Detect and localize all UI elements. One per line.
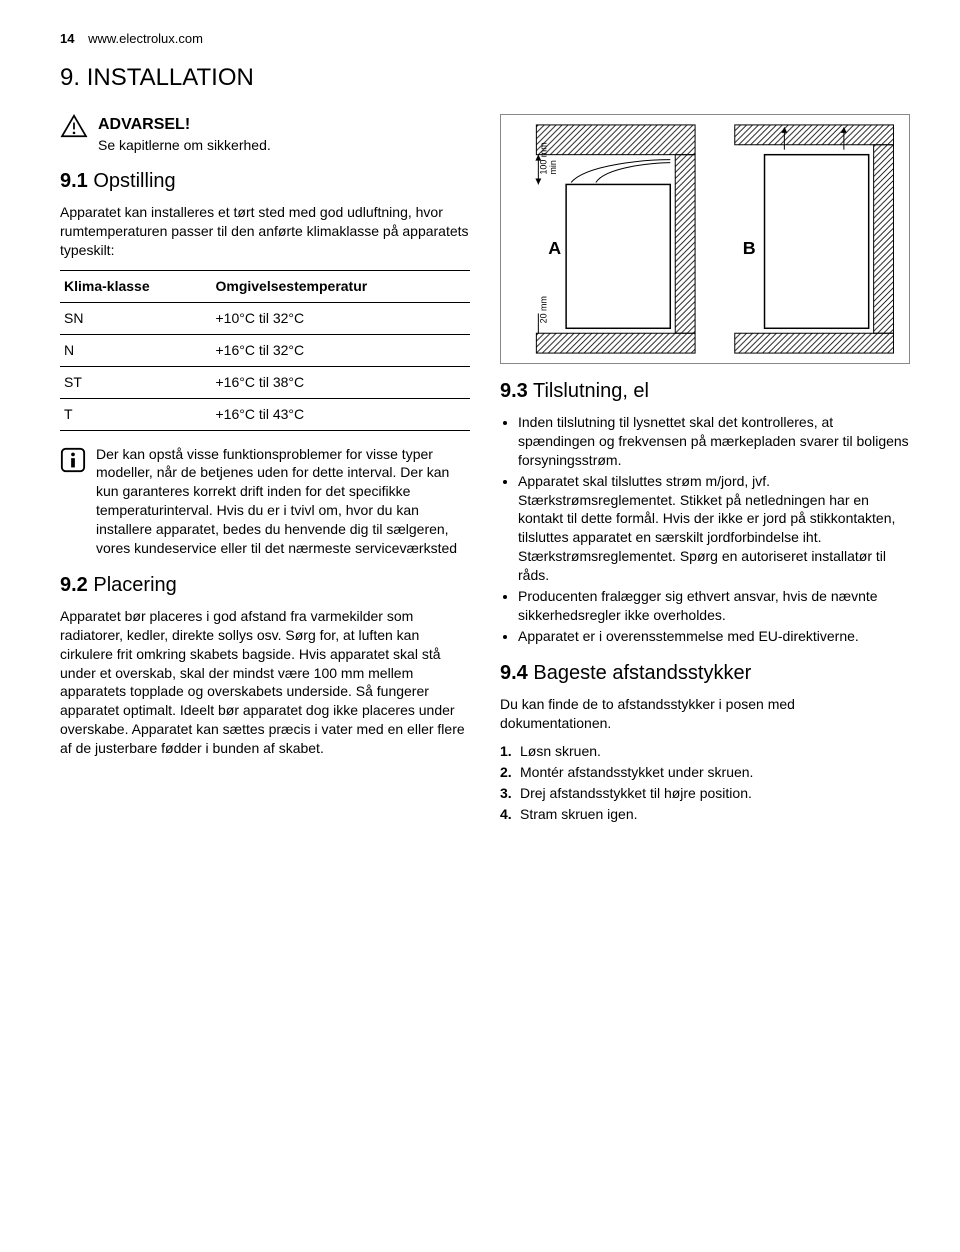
subsection-number: 9.1 (60, 170, 88, 192)
list-item: 3.Drej afstandsstykket til højre positio… (500, 784, 910, 803)
table-cell: SN (60, 302, 211, 334)
list-item: 1.Løsn skruen. (500, 742, 910, 761)
page-header: 14 www.electrolux.com (60, 30, 910, 48)
table-row: ST +16°C til 38°C (60, 366, 470, 398)
diagram-label-b: B (743, 238, 756, 258)
section-title: 9. INSTALLATION (60, 62, 910, 94)
right-column: 100 mm min A 20 mm B (500, 114, 910, 834)
step-text: Drej afstandsstykket til højre position. (520, 785, 752, 801)
page-number: 14 (60, 31, 74, 46)
step-text: Løsn skruen. (520, 743, 601, 759)
left-column: ADVARSEL! Se kapitlerne om sikkerhed. 9.… (60, 114, 470, 834)
s92-paragraph: Apparatet bør placeres i god afstand fra… (60, 607, 470, 758)
table-cell: ST (60, 366, 211, 398)
warning-label: ADVARSEL! (98, 114, 271, 136)
table-cell: +16°C til 43°C (211, 398, 470, 430)
subsection-title: Tilslutning, el (533, 380, 649, 402)
warning-text: Se kapitlerne om sikkerhed. (98, 136, 271, 155)
table-row: N +16°C til 32°C (60, 334, 470, 366)
s94-steps: 1.Løsn skruen. 2.Montér afstandsstykket … (500, 742, 910, 824)
table-cell: +10°C til 32°C (211, 302, 470, 334)
s91-paragraph: Apparatet kan installeres et tørt sted m… (60, 203, 470, 260)
subsection-number: 9.3 (500, 380, 528, 402)
list-item: 2.Montér afstandsstykket under skruen. (500, 763, 910, 782)
subsection-title: Placering (93, 574, 176, 596)
subsection-number: 9.2 (60, 574, 88, 596)
info-text: Der kan opstå visse funktionsproblemer f… (96, 445, 470, 558)
installation-diagram: 100 mm min A 20 mm B (500, 114, 910, 364)
table-header-1: Klima-klasse (60, 271, 211, 303)
table-header-2: Omgivelsestemperatur (211, 271, 470, 303)
section-text: INSTALLATION (87, 64, 254, 91)
subsection-title: Opstilling (93, 170, 175, 192)
section-number: 9. (60, 64, 80, 91)
list-item: Apparatet skal tilsluttes strøm m/jord, … (518, 472, 910, 585)
table-row: SN +10°C til 32°C (60, 302, 470, 334)
table-cell: N (60, 334, 211, 366)
info-icon (60, 447, 86, 473)
climate-table: Klima-klasse Omgivelsestemperatur SN +10… (60, 270, 470, 430)
step-text: Stram skruen igen. (520, 806, 638, 822)
list-item: Producenten fralægger sig ethvert ansvar… (518, 587, 910, 625)
diagram-label-min: min (548, 160, 558, 174)
table-cell: +16°C til 38°C (211, 366, 470, 398)
diagram-label-bottom: 20 mm (538, 296, 548, 323)
table-cell: T (60, 398, 211, 430)
warning-box: ADVARSEL! Se kapitlerne om sikkerhed. (60, 114, 470, 154)
s94-paragraph: Du kan finde de to afstandsstykker i pos… (500, 695, 910, 733)
warning-text-block: ADVARSEL! Se kapitlerne om sikkerhed. (98, 114, 271, 154)
table-row: T +16°C til 43°C (60, 398, 470, 430)
subsection-number: 9.4 (500, 662, 528, 684)
header-url: www.electrolux.com (88, 31, 203, 46)
step-text: Montér afstandsstykket under skruen. (520, 764, 753, 780)
info-box: Der kan opstå visse funktionsproblemer f… (60, 445, 470, 558)
list-item: Inden tilslutning til lysnettet skal det… (518, 413, 910, 470)
table-cell: +16°C til 32°C (211, 334, 470, 366)
list-item: Apparatet er i overensstemmelse med EU-d… (518, 627, 910, 646)
warning-icon (60, 114, 88, 138)
list-item: 4.Stram skruen igen. (500, 805, 910, 824)
subsection-title: Bageste afstandsstykker (533, 662, 751, 684)
s93-list: Inden tilslutning til lysnettet skal det… (500, 413, 910, 646)
diagram-label-a: A (548, 238, 561, 258)
subsection-9-2: 9.2 Placering (60, 572, 470, 599)
subsection-9-4: 9.4 Bageste afstandsstykker (500, 660, 910, 687)
subsection-9-1: 9.1 Opstilling (60, 168, 470, 195)
subsection-9-3: 9.3 Tilslutning, el (500, 378, 910, 405)
